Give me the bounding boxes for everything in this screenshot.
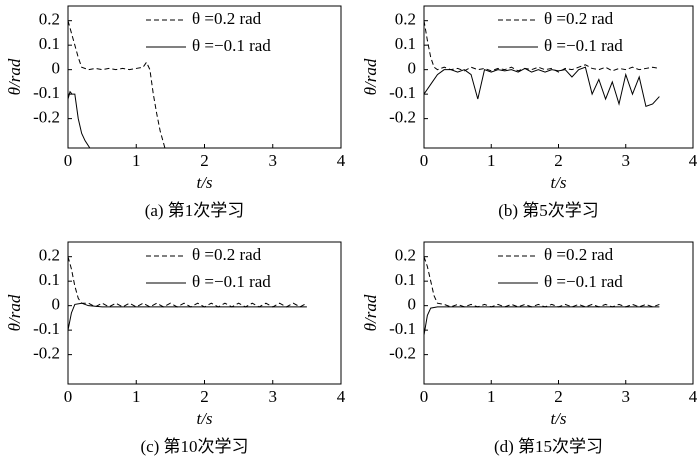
y-tick-label: 0.2: [395, 246, 416, 265]
x-tick-label: 0: [64, 151, 73, 170]
x-tick-label: 4: [689, 151, 698, 170]
x-axis-label: t/s: [550, 409, 566, 428]
x-tick-label: 0: [64, 387, 73, 406]
legend-label: θ =−0.1 rad: [544, 272, 623, 291]
x-tick-label: 1: [487, 151, 496, 170]
y-tick-label: 0.1: [39, 270, 60, 289]
data-line: [424, 306, 660, 336]
y-tick-label: 0.2: [395, 10, 416, 29]
data-line: [424, 66, 660, 108]
x-tick-label: 3: [269, 151, 278, 170]
x-tick-label: 4: [689, 387, 698, 406]
x-tick-label: 1: [132, 151, 141, 170]
y-axis-label: θ/rad: [5, 58, 24, 95]
x-axis-label: t/s: [196, 173, 212, 192]
y-tick-label: 0: [52, 59, 61, 78]
y-tick-label: -0.2: [389, 344, 416, 363]
x-tick-label: 4: [337, 151, 346, 170]
y-tick-label: -0.1: [33, 83, 60, 102]
data-line: [68, 302, 307, 331]
legend-label: θ =−0.1 rad: [544, 36, 623, 55]
y-axis-label: θ/rad: [361, 294, 380, 331]
x-tick-label: 0: [420, 151, 429, 170]
legend-label: θ =−0.1 rad: [192, 36, 271, 55]
y-tick-label: 0: [52, 295, 61, 314]
x-tick-label: 4: [337, 387, 346, 406]
panel-caption: (c) 第10次学习: [140, 437, 248, 456]
legend-label: θ =0.2 rad: [544, 245, 614, 264]
legend-label: θ =0.2 rad: [192, 9, 262, 28]
data-line: [68, 90, 91, 148]
y-tick-label: 0.2: [39, 246, 60, 265]
data-line: [68, 20, 166, 148]
x-tick-label: 1: [132, 387, 141, 406]
y-tick-label: -0.2: [33, 108, 60, 127]
y-tick-label: 0.1: [395, 34, 416, 53]
y-tick-label: -0.1: [33, 319, 60, 338]
legend-label: θ =−0.1 rad: [192, 272, 271, 291]
y-tick-label: -0.2: [389, 108, 416, 127]
data-line: [424, 20, 660, 73]
x-tick-label: 1: [487, 387, 496, 406]
data-line: [424, 256, 660, 308]
y-tick-label: 0.1: [395, 270, 416, 289]
y-axis-label: θ/rad: [361, 58, 380, 95]
x-tick-label: 3: [622, 151, 631, 170]
x-tick-label: 0: [420, 387, 429, 406]
x-tick-label: 3: [269, 387, 278, 406]
x-tick-label: 2: [200, 387, 209, 406]
y-tick-label: 0.2: [39, 10, 60, 29]
y-tick-label: -0.1: [389, 319, 416, 338]
x-tick-label: 2: [554, 387, 563, 406]
legend-label: θ =0.2 rad: [544, 9, 614, 28]
y-tick-label: 0: [408, 295, 417, 314]
x-axis-label: t/s: [550, 173, 566, 192]
y-tick-label: -0.2: [33, 344, 60, 363]
panel-caption: (a) 第1次学习: [145, 201, 245, 220]
y-axis-label: θ/rad: [5, 294, 24, 331]
y-tick-label: 0: [408, 59, 417, 78]
x-axis-label: t/s: [196, 409, 212, 428]
y-tick-label: 0.1: [39, 34, 60, 53]
panel-caption: (b) 第5次学习: [498, 201, 599, 220]
x-tick-label: 2: [200, 151, 209, 170]
x-tick-label: 3: [622, 387, 631, 406]
data-line: [68, 256, 308, 308]
x-tick-label: 2: [554, 151, 563, 170]
legend-label: θ =0.2 rad: [192, 245, 262, 264]
panel-caption: (d) 第15次学习: [494, 437, 603, 456]
y-tick-label: -0.1: [389, 83, 416, 102]
